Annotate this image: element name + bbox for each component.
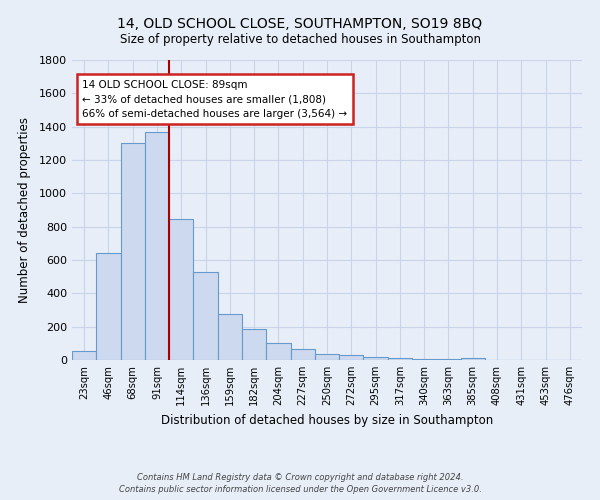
Bar: [436, 358, 461, 360]
Text: 14 OLD SCHOOL CLOSE: 89sqm
← 33% of detached houses are smaller (1,808)
66% of s: 14 OLD SCHOOL CLOSE: 89sqm ← 33% of deta…: [82, 80, 347, 119]
Bar: [364, 357, 388, 360]
Bar: [242, 329, 266, 360]
Text: 14, OLD SCHOOL CLOSE, SOUTHAMPTON, SO19 8BQ: 14, OLD SCHOOL CLOSE, SOUTHAMPTON, SO19 …: [118, 18, 482, 32]
Bar: [72, 351, 96, 360]
Bar: [96, 254, 121, 360]
Y-axis label: Number of detached properties: Number of detached properties: [17, 117, 31, 303]
Bar: [193, 272, 218, 360]
Bar: [266, 342, 290, 360]
Bar: [218, 314, 242, 360]
Bar: [339, 355, 364, 360]
Bar: [121, 142, 145, 360]
Bar: [290, 349, 315, 360]
Text: Size of property relative to detached houses in Southampton: Size of property relative to detached ho…: [119, 32, 481, 46]
X-axis label: Distribution of detached houses by size in Southampton: Distribution of detached houses by size …: [161, 414, 493, 426]
Bar: [412, 358, 436, 360]
Bar: [461, 358, 485, 360]
Text: Contains HM Land Registry data © Crown copyright and database right 2024.
Contai: Contains HM Land Registry data © Crown c…: [119, 472, 481, 494]
Bar: [169, 219, 193, 360]
Bar: [145, 132, 169, 360]
Bar: [315, 354, 339, 360]
Bar: [388, 358, 412, 360]
